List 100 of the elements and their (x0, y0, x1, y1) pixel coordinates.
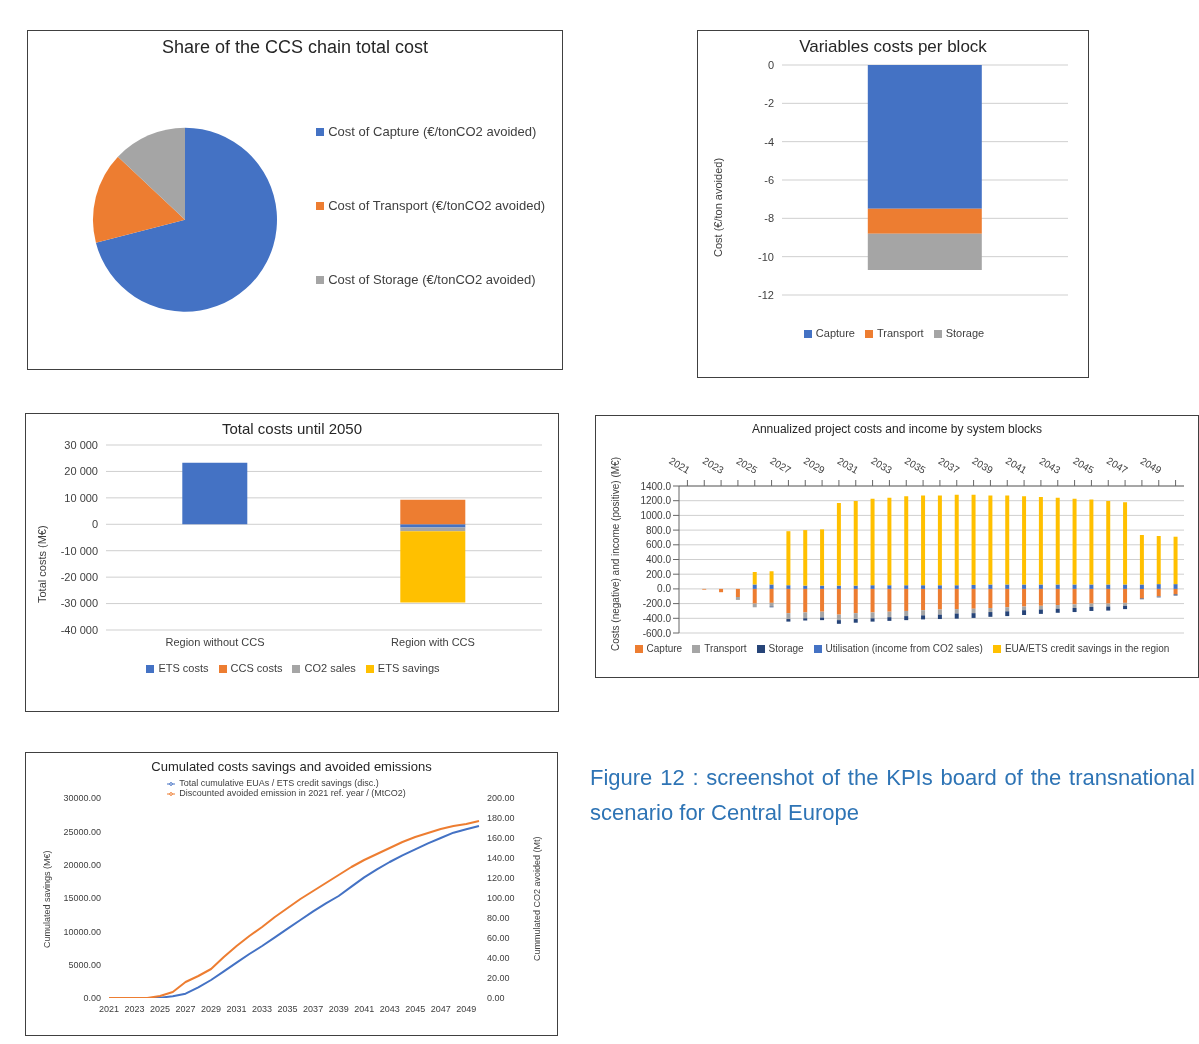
legend-label: ETS costs (158, 662, 209, 674)
y-tick-label: 0.00 (82, 993, 101, 1004)
x-tick-label: 2035 (902, 455, 928, 476)
x-tick-label: 2035 (277, 1004, 298, 1015)
bar (954, 585, 959, 589)
y2-tick-label: 120.00 (486, 873, 515, 884)
x-tick-label: 2029 (200, 1004, 221, 1015)
bar (1055, 497, 1060, 585)
x-tick-label: 2047 (430, 1004, 451, 1015)
legend-label: Cost of Capture (€/tonCO2 avoided) (328, 123, 537, 139)
bar (853, 588, 858, 614)
x-tick-label: 2047 (1104, 455, 1130, 476)
y2-tick-label: 180.00 (486, 813, 515, 824)
bar (752, 584, 757, 589)
x-tick-label: Region with CCS (391, 635, 475, 648)
bar (769, 588, 774, 603)
bar (836, 620, 841, 624)
bar (870, 588, 875, 613)
pie-slice (117, 127, 185, 220)
x-tick-label: 2033 (251, 1004, 272, 1015)
y-tick-label: -200.0 (642, 598, 671, 610)
bar (987, 588, 992, 609)
bar (937, 588, 942, 610)
bar (870, 612, 875, 619)
pie-slice (93, 156, 185, 243)
x-tick-label: 2031 (834, 455, 861, 476)
bar (1105, 588, 1110, 604)
bar (1173, 584, 1178, 589)
bar (870, 618, 875, 622)
bar (1004, 495, 1009, 585)
y2-tick-label: 20.00 (486, 973, 510, 984)
bar (971, 588, 976, 609)
bar (1038, 588, 1043, 606)
x-tick-label: 2027 (175, 1004, 196, 1015)
bar (954, 494, 959, 586)
bar (1105, 603, 1110, 607)
y-tick-label: 1400.0 (639, 480, 671, 492)
bar (1055, 608, 1060, 613)
bar (987, 612, 992, 617)
bar (1122, 602, 1127, 606)
y-tick-label: 200.0 (645, 568, 671, 580)
bar (1088, 603, 1093, 607)
bar (1156, 588, 1161, 597)
y-tick-label: -4 (764, 135, 774, 148)
bar (1105, 501, 1110, 585)
x-tick-label: Region without CCS (165, 635, 265, 648)
bar (1139, 584, 1144, 589)
x-tick-label: 2045 (404, 1004, 425, 1015)
y-tick-label: 5000.00 (67, 959, 101, 970)
caption: Figure 12 : screenshot of the KPIs board of the transnational scenario for Central Europe (590, 764, 1195, 827)
legend-label: Transport (876, 327, 924, 339)
y-tick-label: -12 (758, 288, 774, 301)
y-tick-label: -600.0 (642, 627, 671, 639)
legend-label: Total cumulative EUAs / ETS credit savings (disc.) (179, 778, 379, 788)
bar (853, 585, 858, 589)
bar (853, 501, 858, 586)
bar (920, 610, 925, 616)
y2-tick-label: 40.00 (486, 953, 510, 964)
x-tick-label: 2039 (969, 455, 995, 476)
bar (1105, 606, 1110, 611)
chart-title: Variables costs per block (798, 37, 988, 57)
bar (1173, 536, 1178, 585)
bar (819, 585, 824, 589)
x-tick-label: 2041 (1003, 455, 1029, 476)
bar (903, 585, 908, 589)
y-tick-label: 800.0 (645, 524, 671, 536)
y-tick-label: 0.0 (656, 583, 671, 595)
bar (853, 619, 858, 623)
bar (937, 609, 942, 615)
bar (735, 588, 740, 597)
bar (718, 588, 723, 593)
bar (870, 585, 875, 589)
legend-label: Cost of Transport (€/tonCO2 avoided) (328, 197, 545, 213)
y2-tick-label: 0.00 (486, 993, 505, 1004)
bar (954, 588, 959, 610)
bar (1139, 588, 1144, 599)
legend-label: EUA/ETS credit savings in the region (1004, 643, 1170, 654)
y-tick-label: -20 000 (60, 571, 98, 584)
bar (1072, 584, 1077, 589)
legend-label: Storage (768, 643, 804, 654)
bar (1122, 588, 1127, 603)
y-tick-label: -10 (758, 250, 774, 263)
bar (937, 495, 942, 586)
y-tick-label: 400.0 (645, 554, 671, 566)
x-tick-label: 2049 (1137, 455, 1164, 476)
x-tick-label: 2037 (935, 455, 962, 476)
bar (971, 494, 976, 585)
x-tick-label: 2027 (767, 455, 793, 476)
bar (886, 497, 891, 586)
y-tick-label: 15000.00 (62, 893, 101, 904)
y-tick-label: 0 (767, 58, 774, 71)
bar (903, 616, 908, 621)
y-tick-label: 20000.00 (62, 859, 101, 870)
y-tick-label: 0 (91, 518, 98, 531)
x-tick-label: 2025 (149, 1004, 170, 1015)
chart-title: Annualized project costs and income by system blocks (750, 422, 1044, 436)
bar (1122, 605, 1127, 610)
y-tick-label: -40 000 (60, 623, 98, 636)
bar (1021, 610, 1026, 615)
bar (769, 584, 774, 589)
